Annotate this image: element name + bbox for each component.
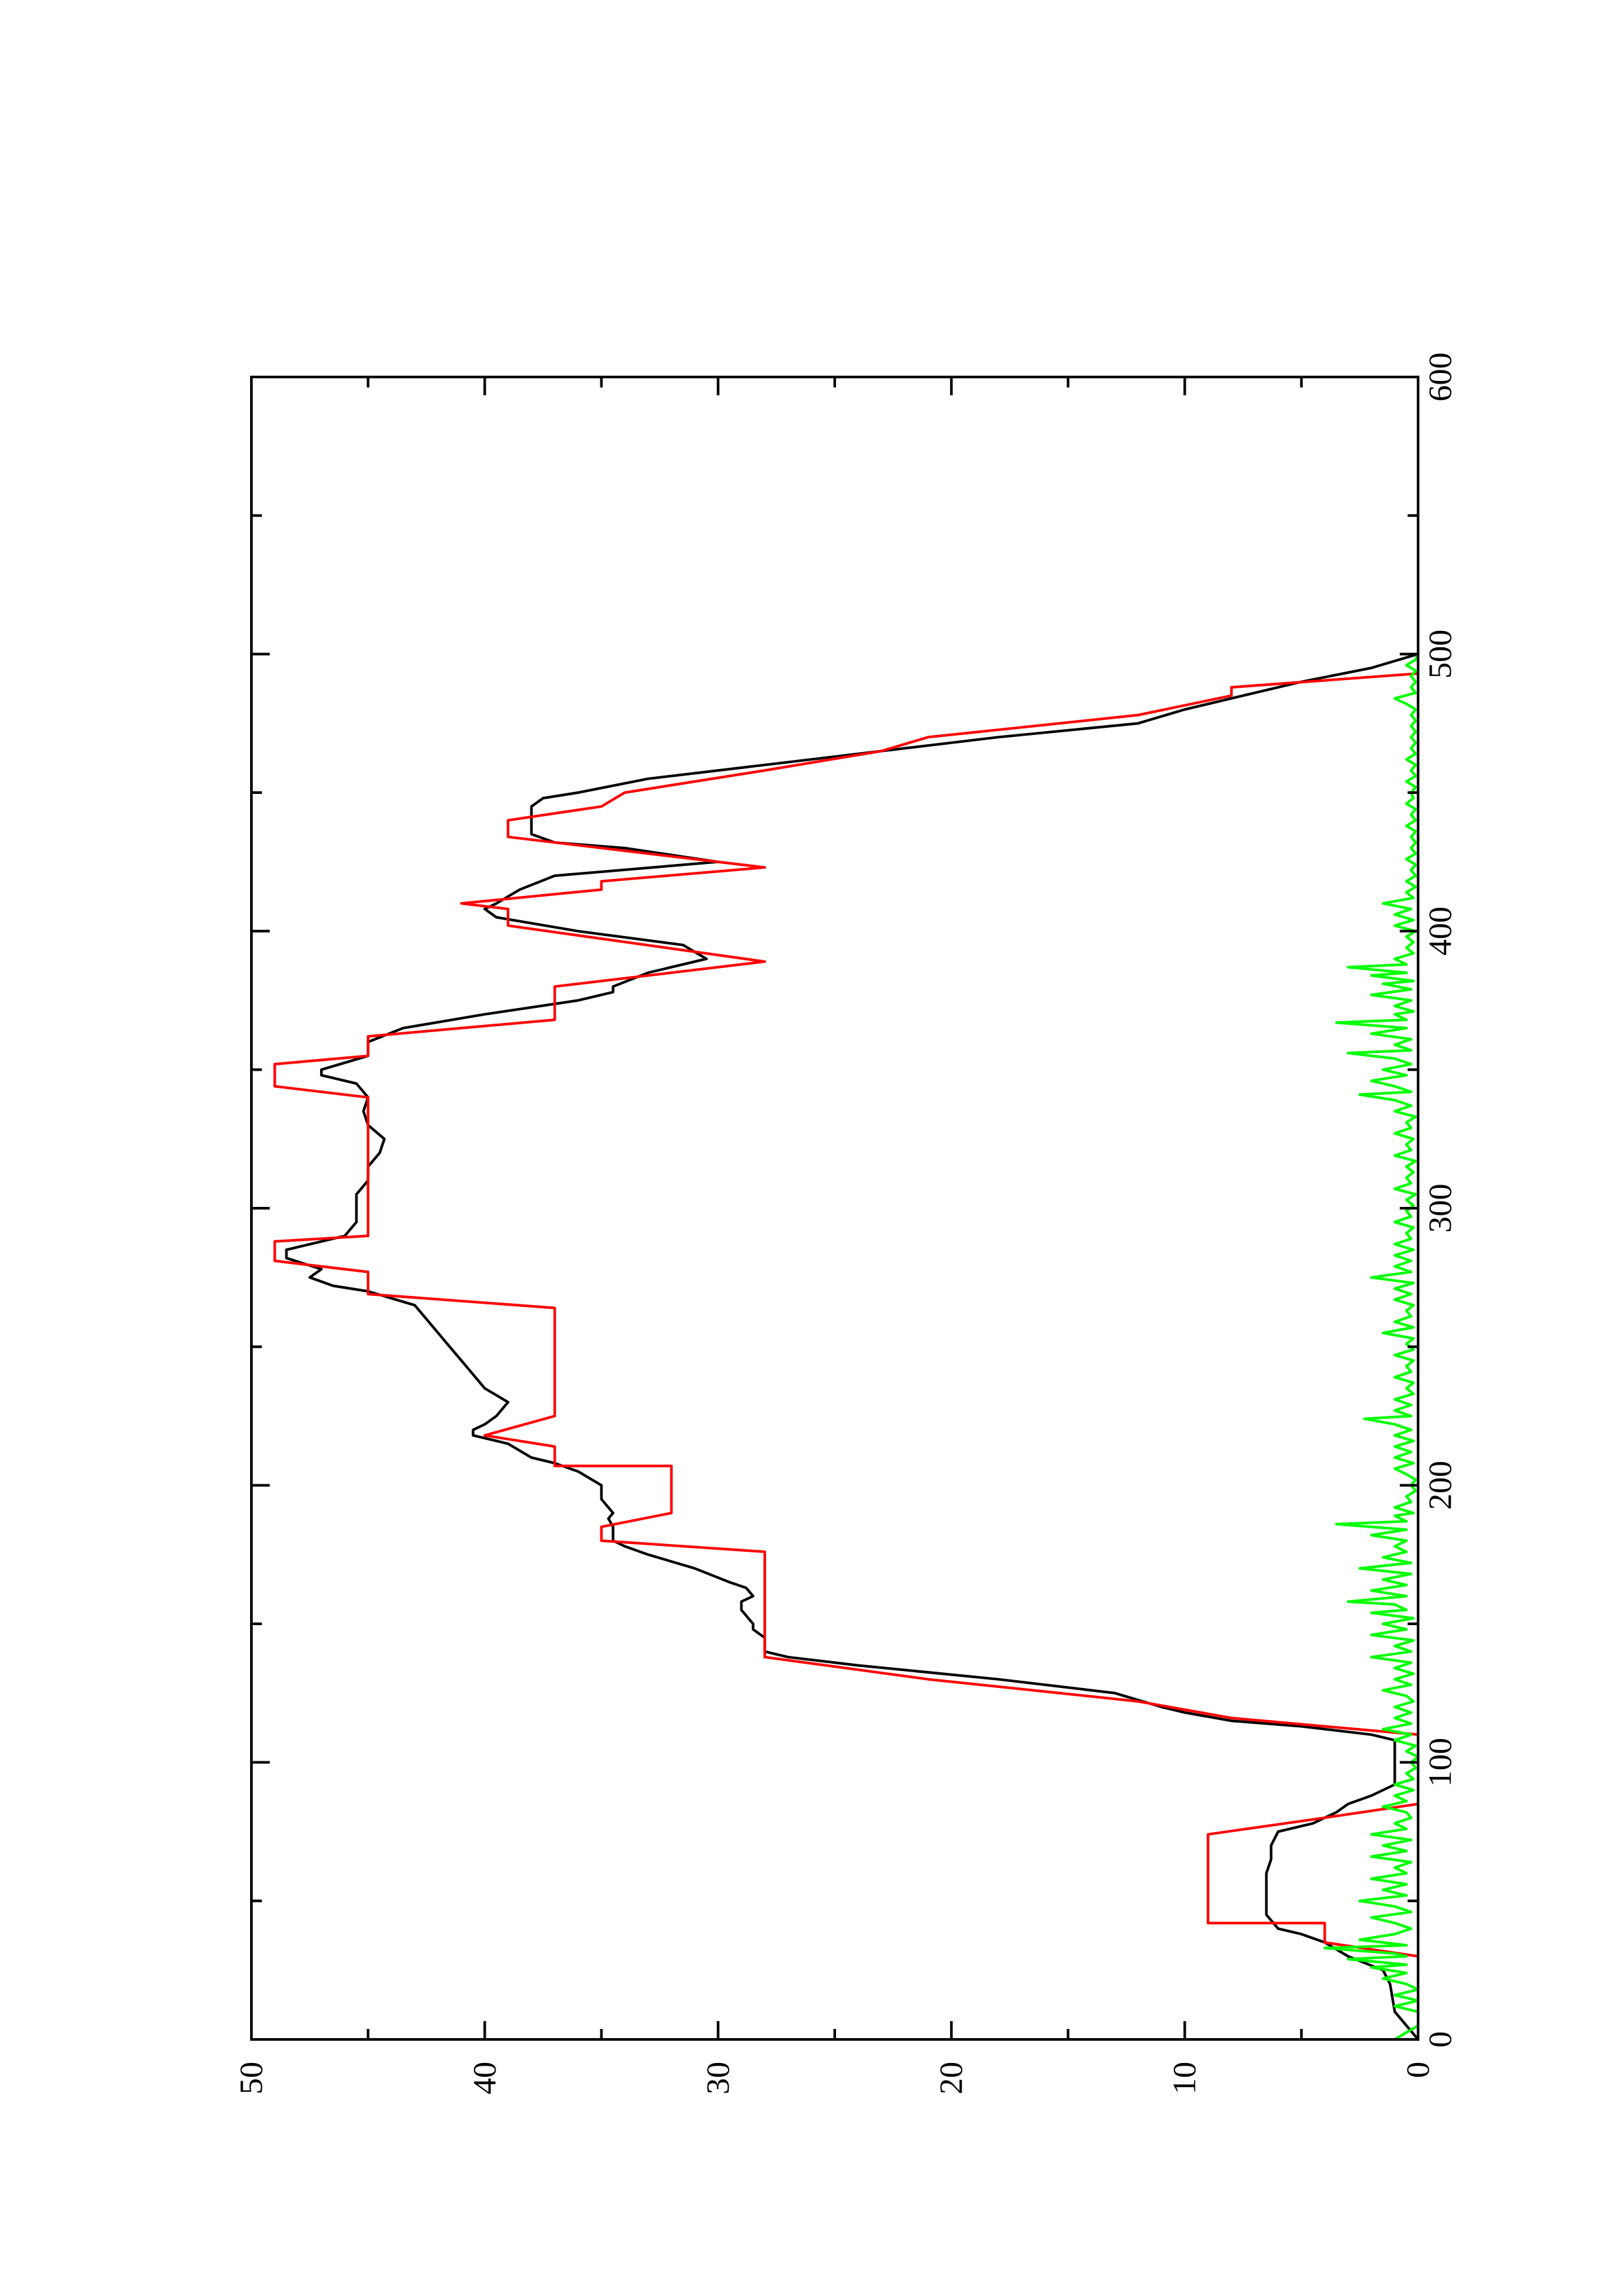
series-layer [273, 653, 1419, 2041]
x-tick-label: 100 [1421, 1738, 1458, 1787]
y-tick-label: 20 [932, 2062, 969, 2094]
y-tick-label: 40 [465, 2062, 502, 2094]
x-tick-label: 500 [1421, 630, 1458, 679]
x-tick-label: 400 [1421, 906, 1458, 956]
series-line-1 [285, 653, 1419, 2041]
y-tick-label: 0 [1399, 2062, 1436, 2078]
x-tick-label: 600 [1421, 353, 1458, 402]
y-tick-label: 50 [232, 2062, 269, 2094]
plot-frame [250, 376, 1419, 2041]
ticks-layer [250, 376, 1419, 2041]
plot-area [273, 653, 1419, 2041]
y-tick-label: 30 [699, 2062, 736, 2094]
y-tick-label: 10 [1166, 2062, 1203, 2094]
series-line-3 [1323, 653, 1419, 2041]
x-tick-label: 200 [1421, 1461, 1458, 1510]
x-tick-label: 300 [1421, 1184, 1458, 1233]
x-tick-label: 0 [1421, 2032, 1458, 2048]
series-line-2 [273, 654, 1419, 2039]
tick-labels: 0 100 200 300 400 500 600 0 10 20 30 40 50 [232, 353, 1458, 2095]
